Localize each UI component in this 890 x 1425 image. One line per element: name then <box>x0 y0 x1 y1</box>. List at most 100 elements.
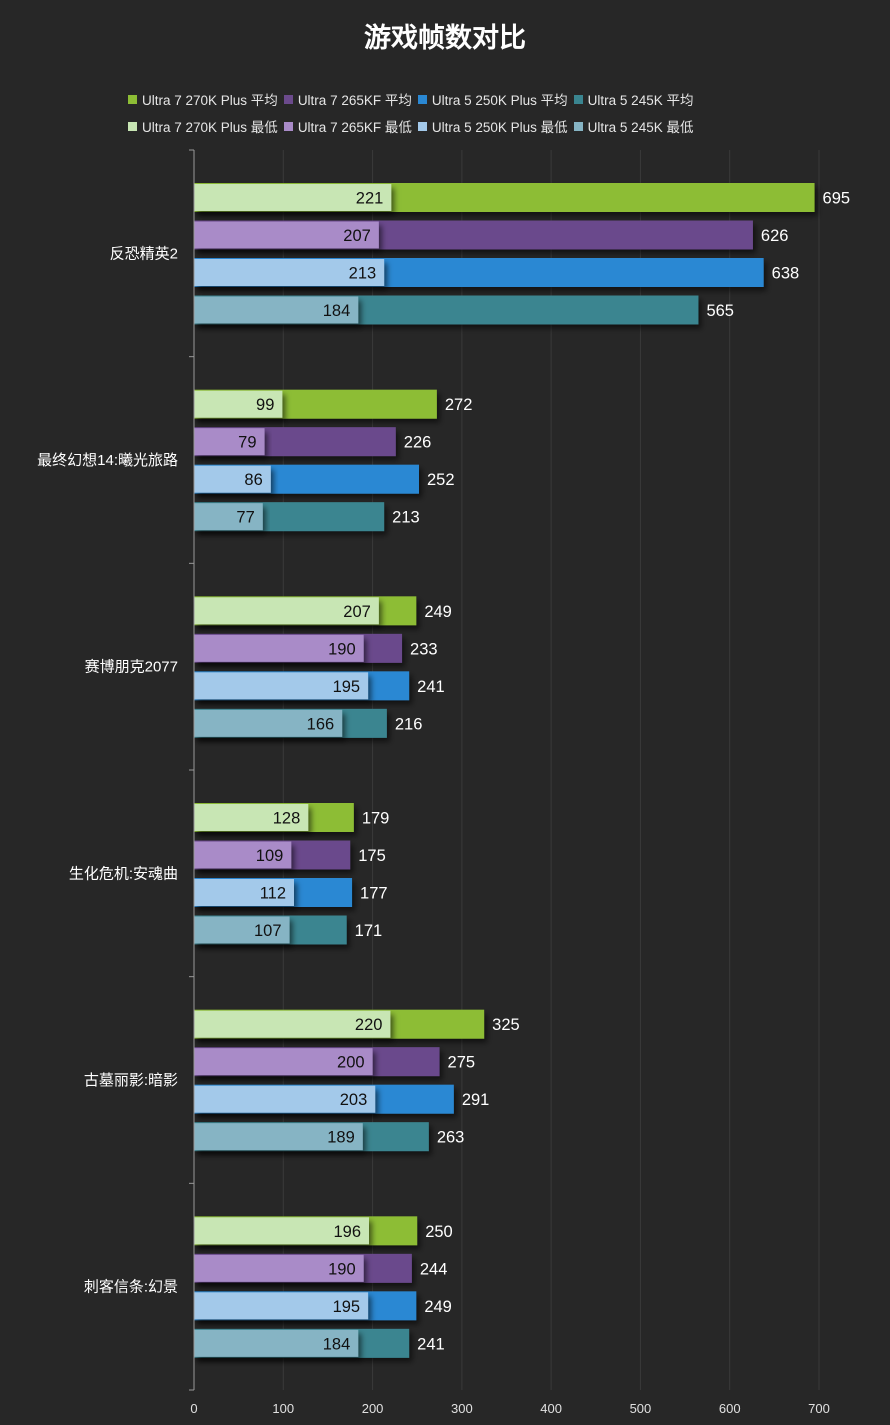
data-label-avg: 226 <box>404 434 432 452</box>
x-tick-label: 700 <box>808 1401 830 1416</box>
bar-min <box>194 841 292 869</box>
legend-label: Ultra 5 245K 平均 <box>587 93 694 108</box>
data-label-avg: 216 <box>395 715 423 733</box>
legend-item: Ultra 7 265KF 最低 <box>283 116 412 136</box>
legend-item: Ultra 5 250K Plus 最低 <box>417 116 568 136</box>
data-label-min: 128 <box>273 810 301 828</box>
legend-label: Ultra 7 270K Plus 平均 <box>142 93 278 108</box>
bar-min <box>194 1329 359 1357</box>
bar-min <box>194 1085 376 1113</box>
x-tick-label: 400 <box>540 1401 562 1416</box>
data-label-avg: 241 <box>417 1335 445 1353</box>
category-label: 赛博朋克2077 <box>85 659 178 676</box>
legend-swatch <box>283 121 293 131</box>
category-label: 最终幻想14:曦光旅路 <box>37 452 178 469</box>
bar-min <box>194 879 294 906</box>
data-label-min: 99 <box>256 396 274 414</box>
data-label-min: 200 <box>337 1054 365 1072</box>
bar-layer: 695 221 626 207 638 213 565 184 272 99 226 79 252 86 2… <box>194 183 850 1358</box>
data-label-min: 166 <box>307 715 335 733</box>
legend-swatch <box>573 94 583 104</box>
legend-row-min: Ultra 7 270K Plus 最低 Ultra 7 265KF 最低 Ul… <box>128 116 699 136</box>
grid-layer <box>282 150 820 1390</box>
category-label: 古墓丽影:暗影 <box>84 1072 178 1089</box>
data-label-avg: 171 <box>355 922 383 940</box>
bar-min <box>194 1048 373 1076</box>
data-label-min: 203 <box>340 1091 368 1109</box>
data-label-min: 207 <box>343 603 371 621</box>
data-label-avg: 291 <box>462 1091 490 1109</box>
legend-label: Ultra 5 250K Plus 平均 <box>431 93 568 108</box>
bar-min <box>194 1123 363 1151</box>
x-tick-label: 100 <box>272 1401 294 1416</box>
category-label: 反恐精英2 <box>110 244 178 262</box>
legend-swatch <box>128 94 137 104</box>
legend-label: Ultra 5 245K 最低 <box>587 120 694 135</box>
bar-min <box>194 634 364 662</box>
legend-label: Ultra 7 265KF 平均 <box>297 93 412 108</box>
x-tick-label: 200 <box>362 1401 384 1416</box>
bar-min <box>194 804 309 831</box>
data-label-avg: 325 <box>492 1016 520 1034</box>
data-label-avg: 695 <box>823 190 851 208</box>
category-label: 生化危机:安魂曲 <box>69 865 178 882</box>
data-label-avg: 233 <box>410 640 438 658</box>
data-label-min: 207 <box>343 227 371 245</box>
axis-layer: 0 100 200 300 400 500 600 700 反恐精英2 最终幻想14:曦光旅路赛博… <box>37 149 830 1416</box>
bar-min <box>194 916 290 944</box>
bar-min <box>194 503 263 531</box>
legend-item: Ultra 5 250K Plus 平均 <box>417 89 568 109</box>
data-label-avg: 638 <box>772 265 800 283</box>
bar-min <box>194 221 379 249</box>
bar-min <box>194 1292 369 1320</box>
data-label-avg: 626 <box>761 227 789 245</box>
data-label-min: 190 <box>328 640 356 658</box>
data-label-avg: 263 <box>437 1129 465 1147</box>
data-label-min: 107 <box>254 922 282 940</box>
data-label-avg: 275 <box>448 1054 476 1072</box>
legend-swatch <box>283 94 293 104</box>
legend-item: Ultra 7 270K Plus 最低 <box>128 116 278 136</box>
data-label-avg: 244 <box>420 1260 448 1278</box>
data-label-min: 221 <box>356 190 384 208</box>
data-label-avg: 272 <box>445 396 473 414</box>
bar-min <box>194 672 369 700</box>
data-label-min: 190 <box>328 1260 356 1278</box>
bar-min <box>194 390 283 418</box>
data-label-min: 77 <box>236 509 254 527</box>
data-label-min: 196 <box>333 1223 361 1241</box>
data-label-min: 109 <box>256 847 284 865</box>
data-label-avg: 241 <box>417 678 445 696</box>
bar-min <box>194 296 359 324</box>
legend-item: Ultra 5 245K 最低 <box>573 116 694 136</box>
data-label-avg: 179 <box>362 810 390 828</box>
x-tick-label: 600 <box>719 1401 741 1416</box>
data-label-avg: 252 <box>427 471 455 489</box>
bar-min <box>194 259 385 286</box>
x-tick-label: 500 <box>630 1401 652 1416</box>
data-label-avg: 175 <box>358 847 386 865</box>
data-label-min: 195 <box>333 678 361 696</box>
bar-min <box>194 428 265 456</box>
legend-item: Ultra 7 270K Plus 平均 <box>128 89 278 109</box>
legend-label: Ultra 5 250K Plus 最低 <box>431 120 568 135</box>
data-label-avg: 250 <box>425 1223 453 1241</box>
data-label-min: 184 <box>323 302 351 320</box>
bar-min <box>194 597 379 625</box>
legend-label: Ultra 7 265KF 最低 <box>297 120 412 135</box>
data-label-min: 213 <box>349 265 377 283</box>
data-label-min: 220 <box>355 1016 383 1034</box>
legend-swatch <box>573 121 583 131</box>
data-label-min: 195 <box>333 1298 361 1316</box>
data-label-avg: 249 <box>424 1298 452 1316</box>
legend-label: Ultra 7 270K Plus 最低 <box>142 120 278 135</box>
category-label: 刺客信条:幻景 <box>84 1279 178 1296</box>
bar-min <box>194 184 392 211</box>
legend-row-avg: Ultra 7 270K Plus 平均 Ultra 7 265KF 平均 Ul… <box>128 89 699 109</box>
bar-min <box>194 1217 369 1245</box>
data-label-min: 184 <box>323 1335 351 1353</box>
data-label-min: 112 <box>260 885 286 903</box>
data-label-avg: 177 <box>360 885 388 903</box>
legend-swatch <box>417 121 427 131</box>
